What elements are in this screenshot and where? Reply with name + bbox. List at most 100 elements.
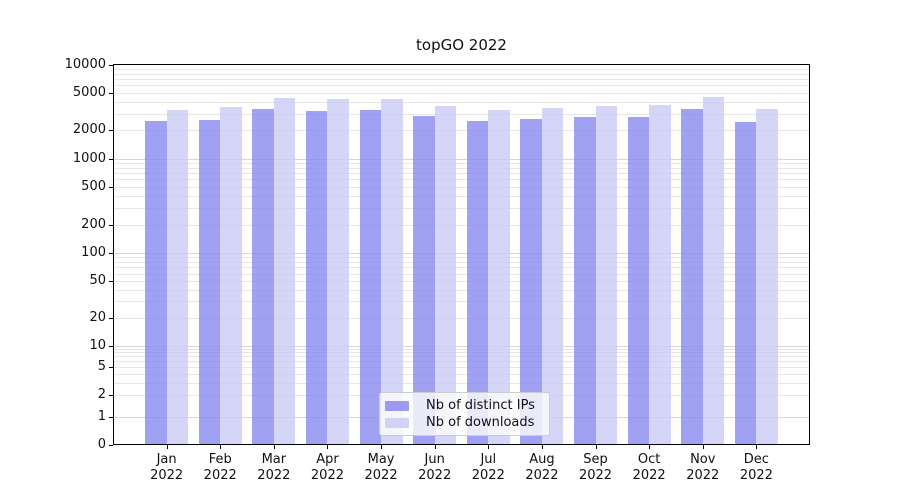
gridline-100 (114, 253, 809, 254)
x-tick-label-mar: Mar 2022 (257, 452, 291, 483)
gridline-50 (114, 280, 809, 282)
y-tick-mark (109, 64, 113, 66)
bar-distinct-ips-jan (145, 120, 167, 444)
y-tick-label-1: 1 (97, 408, 106, 424)
gridline-30 (114, 301, 809, 303)
gridline-7000 (114, 79, 809, 81)
gridline-9 (114, 348, 809, 350)
gridline-90 (114, 257, 809, 259)
gridline-3 (114, 382, 809, 384)
bar-distinct-ips-feb (198, 119, 221, 444)
x-tick-label-may: May 2022 (364, 452, 398, 483)
gridline-10 (114, 345, 809, 347)
x-tick-mark (541, 445, 543, 449)
gridline-70 (114, 267, 809, 269)
bar-distinct-ips-apr (305, 110, 328, 444)
bar-downloads-mar (273, 98, 296, 444)
bar-downloads-aug (541, 107, 564, 444)
x-tick-label-dec: Dec 2022 (739, 452, 773, 483)
gridline-400 (114, 196, 809, 198)
gridline-6000 (114, 85, 809, 87)
bar-downloads-may (381, 99, 403, 444)
y-tick-mark (109, 280, 113, 282)
x-tick-label-oct: Oct 2022 (632, 452, 666, 483)
y-tick-label-1000: 1000 (72, 150, 106, 166)
gridline-5 (114, 366, 809, 368)
x-tick-mark (756, 445, 758, 449)
y-tick-mark (109, 130, 113, 132)
y-tick-mark (109, 92, 113, 94)
legend: Nb of distinct IPs Nb of downloads (379, 392, 550, 436)
y-tick-mark (109, 317, 113, 319)
gridline-8 (114, 352, 809, 354)
bar-distinct-ips-jun (413, 115, 435, 444)
y-tick-mark (109, 416, 113, 418)
gridline-20 (114, 317, 809, 319)
plot-area (113, 64, 810, 445)
gridline-40 (114, 289, 809, 291)
x-tick-mark (166, 445, 168, 449)
bar-distinct-ips-sep (574, 117, 596, 444)
y-tick-mark (109, 395, 113, 397)
legend-label-distinct-ips: Nb of distinct IPs (426, 398, 535, 413)
y-tick-label-2: 2 (97, 387, 106, 403)
gridline-200 (114, 224, 809, 226)
x-tick-label-apr: Apr 2022 (310, 452, 344, 483)
y-tick-mark (109, 224, 113, 226)
gridline-80 (114, 261, 809, 263)
y-tick-mark (109, 445, 113, 446)
gridline-5000 (114, 92, 809, 94)
y-tick-label-5: 5 (97, 358, 106, 374)
bar-distinct-ips-jul (466, 121, 489, 444)
x-tick-label-nov: Nov 2022 (686, 452, 720, 483)
y-tick-label-500: 500 (81, 178, 106, 194)
gridline-300 (114, 207, 809, 209)
y-tick-label-20: 20 (89, 309, 106, 325)
gridline-6 (114, 361, 809, 363)
y-tick-label-100: 100 (81, 245, 106, 260)
y-tick-label-2000: 2000 (72, 122, 106, 138)
x-tick-mark (273, 445, 275, 449)
x-tick-label-jun: Jun 2022 (418, 452, 452, 483)
x-tick-mark (220, 445, 222, 449)
bar-distinct-ips-aug (520, 118, 542, 444)
gridline-7 (114, 356, 809, 358)
y-tick-label-50: 50 (89, 272, 106, 288)
gridline-4000 (114, 101, 809, 103)
legend-swatch-distinct-ips (385, 400, 409, 411)
gridline-500 (114, 186, 809, 188)
y-tick-label-10: 10 (89, 337, 106, 353)
y-tick-mark (109, 366, 113, 368)
bar-downloads-feb (220, 107, 242, 444)
y-tick-label-10000: 10000 (64, 56, 106, 72)
y-tick-mark (109, 253, 113, 254)
legend-label-downloads: Nb of downloads (426, 415, 535, 430)
gridline-4 (114, 373, 809, 375)
y-tick-label-0: 0 (97, 437, 106, 452)
y-tick-label-5000: 5000 (72, 84, 106, 100)
x-tick-mark (381, 445, 383, 449)
bar-distinct-ips-mar (252, 109, 274, 444)
x-tick-mark (595, 445, 597, 449)
y-tick-mark (109, 186, 113, 188)
bar-distinct-ips-dec (734, 121, 757, 444)
y-tick-mark (109, 158, 113, 160)
x-tick-label-feb: Feb 2022 (203, 452, 237, 483)
bar-downloads-nov (702, 96, 725, 444)
gridline-1000 (114, 158, 809, 160)
bar-downloads-jun (434, 105, 457, 444)
x-tick-label-jul: Jul 2022 (471, 452, 505, 483)
gridline-800 (114, 167, 809, 169)
x-tick-mark (488, 445, 490, 449)
gridline-2000 (114, 130, 809, 132)
gridline-900 (114, 162, 809, 164)
bar-distinct-ips-nov (681, 109, 703, 444)
gridline-9000 (114, 68, 809, 70)
x-tick-mark (327, 445, 329, 449)
legend-item-downloads: Nb of downloads (385, 415, 540, 430)
chart-title: topGO 2022 (416, 36, 507, 54)
bar-downloads-sep (595, 106, 618, 444)
x-tick-label-aug: Aug 2022 (525, 452, 559, 483)
x-tick-mark (702, 445, 704, 449)
